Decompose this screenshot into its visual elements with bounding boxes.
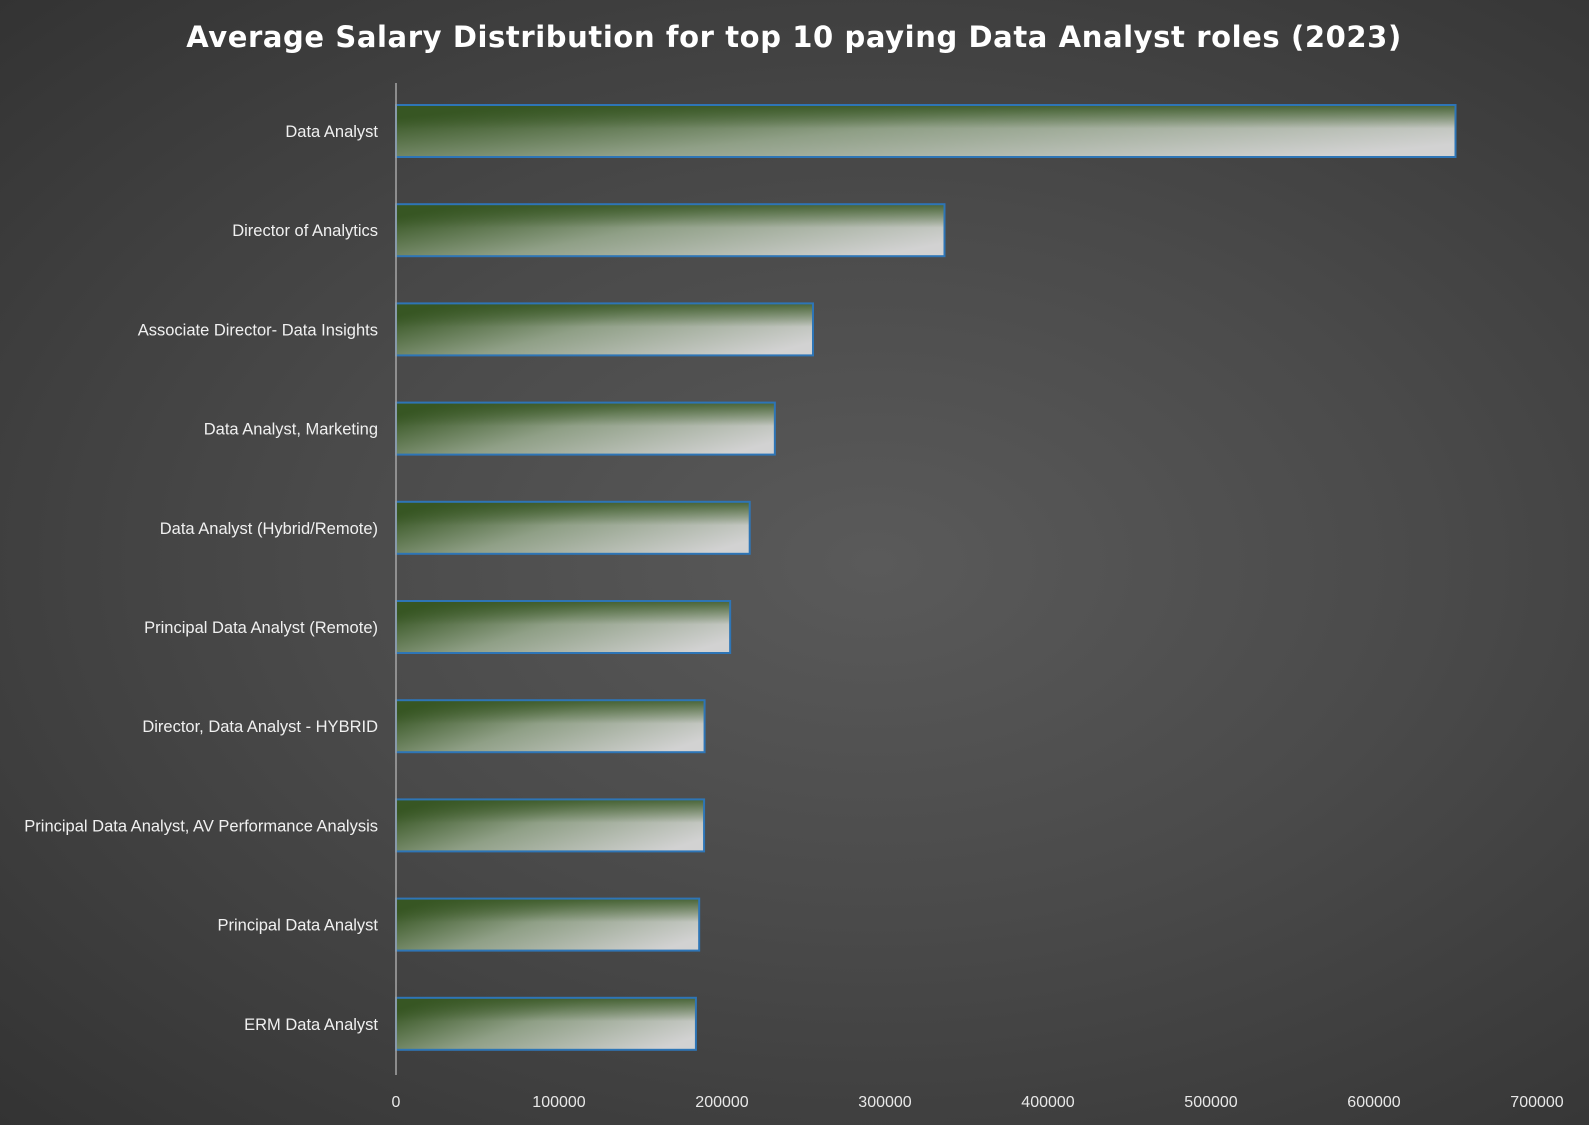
bar-outline — [395, 600, 732, 654]
bar — [395, 996, 697, 1051]
category-label: Associate Director- Data Insights — [138, 321, 378, 339]
bar-outline — [395, 203, 946, 258]
bar — [395, 302, 815, 357]
category-label: Principal Data Analyst (Remote) — [144, 619, 378, 637]
bar-outline — [395, 500, 751, 555]
bar — [395, 600, 732, 654]
bar — [395, 500, 751, 555]
bar — [395, 401, 776, 456]
bar-outline — [395, 302, 815, 357]
x-tick-label: 700000 — [1510, 1094, 1563, 1111]
x-tick-label: 0 — [392, 1094, 401, 1111]
x-tick-label: 200000 — [695, 1094, 748, 1111]
bar — [395, 798, 706, 853]
chart-title: Average Salary Distribution for top 10 p… — [186, 20, 1402, 54]
x-tick-label: 400000 — [1021, 1094, 1074, 1111]
bar-outline — [395, 104, 1457, 158]
bar-outline — [395, 798, 706, 853]
bar — [395, 699, 706, 754]
bar-outline — [395, 996, 697, 1051]
category-labels: Data Analyst Director of Analytics Associa… — [24, 123, 378, 1034]
category-label: Director, Data Analyst - HYBRID — [142, 718, 378, 736]
bar — [395, 104, 1457, 158]
category-label: Principal Data Analyst — [218, 917, 379, 935]
x-tick-label: 300000 — [858, 1094, 911, 1111]
x-tick-label: 600000 — [1347, 1094, 1400, 1111]
category-label: ERM Data Analyst — [244, 1016, 378, 1034]
category-label: Data Analyst (Hybrid/Remote) — [160, 520, 378, 538]
bars — [395, 104, 1457, 1051]
bar — [395, 897, 701, 952]
category-label: Director of Analytics — [232, 222, 378, 240]
bar — [395, 203, 946, 258]
x-axis-tick-labels: 0 100000 200000 300000 400000 500000 600000 700… — [392, 1094, 1564, 1111]
category-label: Data Analyst — [285, 123, 378, 141]
category-label: Principal Data Analyst, AV Performance A… — [24, 817, 378, 835]
bar-outline — [395, 699, 706, 754]
x-tick-label: 100000 — [532, 1094, 585, 1111]
bar-outline — [395, 401, 776, 456]
category-label: Data Analyst, Marketing — [204, 421, 378, 439]
x-tick-label: 500000 — [1184, 1094, 1237, 1111]
bar-outline — [395, 897, 701, 952]
